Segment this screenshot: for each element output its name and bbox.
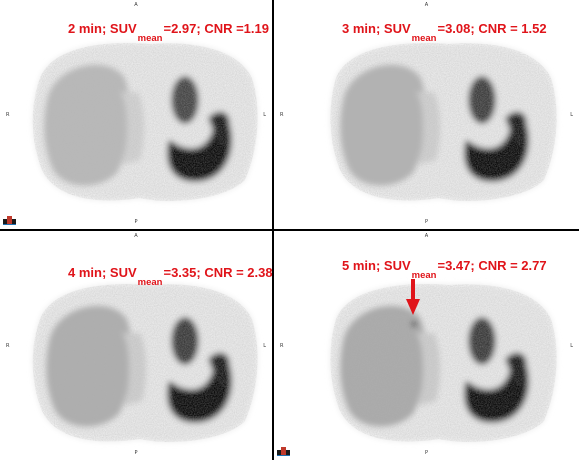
caption-time: 3 min <box>342 21 376 36</box>
pet-scan-image <box>32 284 258 442</box>
caption-values: =2.97; CNR =1.19 <box>163 21 269 36</box>
orientation-posterior: P <box>134 219 138 225</box>
caption-suv: SUV <box>109 21 137 36</box>
orientation-left: L <box>263 343 266 349</box>
caption-time: 2 min <box>68 21 102 36</box>
scan-caption: 5 min; SUVmean=3.47; CNR = 2.77 <box>342 258 547 281</box>
caption-suv-sub: mean <box>137 277 163 288</box>
scan-panel-2min: 2 min; SUVmean=2.97; CNR =1.19 A P R L <box>0 0 272 229</box>
scan-caption: 4 min; SUVmean=3.35; CNR = 2.38 <box>68 265 272 288</box>
orientation-left: L <box>570 343 573 349</box>
caption-suv: SUV <box>383 258 411 273</box>
caption-values: =3.08; CNR = 1.52 <box>437 21 547 36</box>
caption-suv-sub: mean <box>411 33 437 44</box>
lesion-arrow-icon <box>406 279 420 315</box>
scan-panel-3min: 3 min; SUVmean=3.08; CNR = 1.52 A P R L <box>274 0 579 229</box>
orientation-anterior: A <box>134 233 138 239</box>
orientation-posterior: P <box>134 450 138 456</box>
pet-scan-image <box>32 43 258 201</box>
scan-panel-5min: 5 min; SUVmean=3.47; CNR = 2.77 A P R L <box>274 231 579 460</box>
caption-time: 4 min <box>68 265 102 280</box>
caption-values: =3.35; CNR = 2.38 <box>163 265 272 280</box>
scan-caption: 3 min; SUVmean=3.08; CNR = 1.52 <box>342 21 547 44</box>
scan-panel-4min: 4 min; SUVmean=3.35; CNR = 2.38 A P R L <box>0 231 272 460</box>
vendor-logo-icon <box>3 216 16 225</box>
orientation-right: R <box>6 112 10 118</box>
vendor-logo-icon <box>277 447 290 456</box>
caption-suv-sub: mean <box>411 270 437 281</box>
caption-suv: SUV <box>383 21 411 36</box>
caption-suv: SUV <box>109 265 137 280</box>
caption-time: 5 min <box>342 258 376 273</box>
pet-scan-image <box>330 43 557 201</box>
orientation-posterior: P <box>424 450 429 456</box>
orientation-anterior: A <box>424 233 429 239</box>
pet-scan-image <box>330 284 557 442</box>
orientation-left: L <box>570 112 573 118</box>
orientation-right: R <box>280 343 284 349</box>
orientation-right: R <box>280 112 284 118</box>
orientation-anterior: A <box>424 2 429 8</box>
orientation-anterior: A <box>134 2 138 8</box>
orientation-posterior: P <box>424 219 429 225</box>
caption-suv-sub: mean <box>137 33 163 44</box>
scan-caption: 2 min; SUVmean=2.97; CNR =1.19 <box>68 21 269 44</box>
orientation-right: R <box>6 343 10 349</box>
caption-values: =3.47; CNR = 2.77 <box>437 258 547 273</box>
orientation-left: L <box>263 112 266 118</box>
